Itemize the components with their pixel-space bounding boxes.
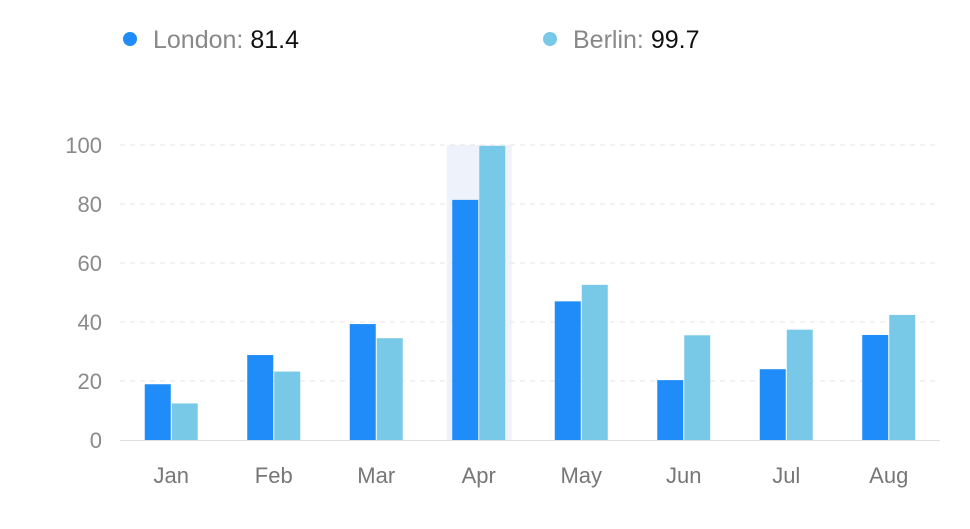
legend-marker-london	[123, 32, 137, 46]
legend: London: 81.4 Berlin: 99.7	[123, 26, 699, 54]
y-axis: 0 20 40 60 80 100	[65, 133, 102, 453]
bar-london-jan[interactable]	[144, 384, 171, 440]
x-tick-label-aug: Aug	[869, 463, 908, 488]
legend-label-berlin: Berlin: 99.7	[573, 26, 699, 54]
bar-berlin-aug[interactable]	[889, 314, 916, 440]
legend-series-value: 81.4	[250, 26, 299, 54]
y-tick-label-60: 60	[78, 251, 102, 276]
bar-london-jul[interactable]	[759, 369, 786, 440]
legend-item-berlin[interactable]: Berlin: 99.7	[543, 26, 699, 54]
bar-berlin-apr[interactable]	[479, 145, 506, 440]
bar-london-apr[interactable]	[452, 199, 479, 440]
y-tick-label-0: 0	[90, 428, 102, 453]
legend-marker-berlin	[543, 32, 557, 46]
x-tick-label-jan: Jan	[154, 463, 189, 488]
bar-london-mar[interactable]	[349, 324, 376, 440]
y-tick-label-40: 40	[78, 310, 102, 335]
bar-berlin-feb[interactable]	[274, 371, 301, 440]
x-tick-label-feb: Feb	[255, 463, 293, 488]
x-tick-label-apr: Apr	[462, 463, 496, 488]
bar-berlin-jan[interactable]	[171, 403, 198, 440]
x-tick-label-jul: Jul	[772, 463, 800, 488]
x-tick-label-mar: Mar	[357, 463, 395, 488]
bars	[144, 145, 916, 440]
y-tick-label-80: 80	[78, 192, 102, 217]
bar-berlin-jun[interactable]	[684, 335, 711, 440]
x-axis: Jan Feb Mar Apr May Jun Jul Aug	[120, 440, 940, 488]
bar-london-feb[interactable]	[247, 355, 274, 440]
y-tick-label-20: 20	[78, 369, 102, 394]
legend-label-london: London: 81.4	[153, 26, 299, 54]
bar-london-may[interactable]	[554, 301, 581, 440]
gridlines	[120, 144, 940, 382]
legend-item-london[interactable]: London: 81.4	[123, 26, 299, 54]
bar-berlin-mar[interactable]	[376, 338, 403, 440]
bar-berlin-may[interactable]	[581, 284, 608, 440]
y-tick-label-100: 100	[65, 133, 102, 158]
bar-berlin-jul[interactable]	[786, 329, 813, 440]
x-tick-label-may: May	[560, 463, 602, 488]
legend-series-name: Berlin:	[573, 26, 651, 54]
legend-series-value: 99.7	[651, 26, 700, 54]
bar-london-aug[interactable]	[862, 334, 889, 440]
x-tick-label-jun: Jun	[666, 463, 701, 488]
bar-london-jun[interactable]	[657, 380, 684, 440]
legend-series-name: London:	[153, 26, 250, 54]
